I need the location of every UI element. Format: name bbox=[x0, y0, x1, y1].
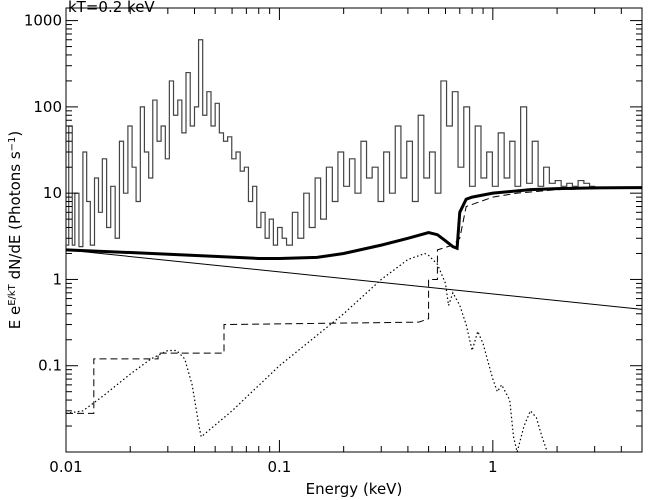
x-tick-label: 0.1 bbox=[267, 458, 291, 476]
series-line bbox=[66, 249, 642, 310]
x-tick-label: 0.01 bbox=[49, 458, 82, 476]
series-line bbox=[66, 186, 642, 260]
y-tick-label: 0.1 bbox=[38, 357, 62, 375]
y-tick-label: 100 bbox=[33, 98, 62, 116]
y-label-part: ) bbox=[6, 131, 24, 137]
y-label-part: dN/dE (Photons s bbox=[6, 151, 24, 284]
y-axis-label: E eE/kT dN/dE (Photons s−1) bbox=[6, 131, 24, 330]
y-tick-label: 10 bbox=[43, 184, 62, 202]
series-line bbox=[66, 187, 642, 414]
series-line bbox=[66, 39, 596, 248]
y-tick-label: 1 bbox=[52, 270, 62, 288]
plot-area bbox=[66, 39, 642, 452]
y-tick-label: 1000 bbox=[24, 12, 62, 30]
x-axis-label: Energy (keV) bbox=[306, 480, 403, 498]
x-tick-label: 1 bbox=[488, 458, 498, 476]
plot-frame bbox=[65, 7, 643, 453]
y-label-part: E e bbox=[6, 306, 24, 329]
y-label-sup: E/kT bbox=[7, 283, 18, 305]
series-line bbox=[66, 252, 548, 452]
y-label-sup: −1 bbox=[7, 137, 18, 152]
